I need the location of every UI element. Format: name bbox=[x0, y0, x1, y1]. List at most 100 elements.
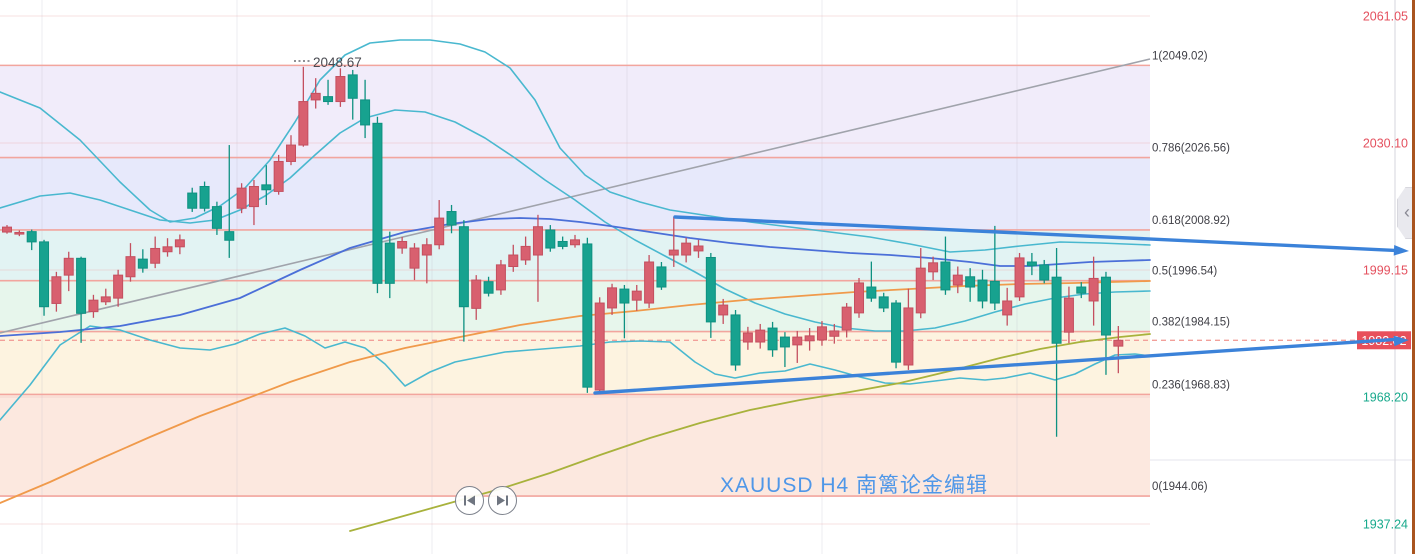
candle-body bbox=[594, 302, 605, 391]
candle bbox=[532, 214, 543, 302]
candle bbox=[755, 323, 766, 349]
candle bbox=[174, 234, 185, 255]
candle-body bbox=[273, 160, 284, 192]
candle bbox=[51, 271, 62, 312]
fib-level-label: 0.618(2008.92) bbox=[1152, 215, 1230, 227]
gray-trendline bbox=[0, 58, 1151, 334]
skip-to-end-button[interactable] bbox=[488, 486, 517, 515]
candle bbox=[804, 328, 815, 351]
candle-body bbox=[718, 304, 729, 316]
candle bbox=[446, 204, 457, 234]
candle-body bbox=[644, 261, 655, 304]
y-axis-label: 2061.05 bbox=[1363, 9, 1408, 23]
candle bbox=[520, 236, 531, 265]
candle-body bbox=[742, 332, 753, 343]
candle bbox=[594, 297, 605, 395]
candle bbox=[841, 303, 852, 338]
candle bbox=[854, 278, 865, 318]
candle bbox=[977, 269, 988, 309]
candle-body bbox=[915, 267, 926, 314]
candle bbox=[384, 231, 395, 299]
skip-to-start-button[interactable] bbox=[455, 486, 484, 515]
candle bbox=[63, 251, 74, 292]
candle-body bbox=[631, 290, 642, 301]
candle bbox=[2, 225, 12, 234]
candle bbox=[409, 243, 420, 281]
wedge-lower-arrow bbox=[593, 337, 1397, 395]
candle bbox=[1039, 259, 1050, 284]
candle-body bbox=[174, 239, 185, 248]
candle-body bbox=[248, 185, 259, 208]
candle-body bbox=[1063, 297, 1074, 333]
candle-body bbox=[668, 249, 679, 256]
candle-body bbox=[187, 192, 198, 209]
fib-level-label: 0.786(2026.56) bbox=[1152, 143, 1230, 155]
candle bbox=[1113, 326, 1124, 374]
candle bbox=[779, 332, 790, 368]
candle-body bbox=[681, 242, 692, 256]
candle bbox=[829, 323, 840, 344]
candle-body bbox=[458, 226, 469, 308]
candle-body bbox=[63, 257, 74, 276]
candle bbox=[644, 255, 655, 308]
candle-body bbox=[323, 96, 334, 103]
candle-body bbox=[384, 242, 395, 284]
candle bbox=[211, 201, 222, 235]
y-axis-label: 1937.24 bbox=[1363, 518, 1408, 532]
candle bbox=[483, 276, 494, 297]
candle bbox=[989, 225, 1000, 311]
candle bbox=[1088, 256, 1099, 326]
candle-body bbox=[483, 281, 494, 294]
candle bbox=[1026, 252, 1037, 276]
candle-body bbox=[261, 184, 272, 191]
candle-body bbox=[656, 266, 667, 288]
candle-body bbox=[1039, 264, 1050, 281]
candle-body bbox=[891, 302, 902, 363]
candle-body bbox=[928, 262, 939, 273]
candle-body bbox=[693, 245, 704, 252]
candle bbox=[150, 236, 161, 269]
candle bbox=[656, 261, 667, 290]
candle-body bbox=[557, 240, 568, 247]
candle-body bbox=[878, 296, 889, 309]
candle bbox=[39, 239, 50, 316]
candle bbox=[14, 230, 25, 237]
candle-body bbox=[545, 229, 556, 249]
candle-body bbox=[286, 144, 297, 162]
candle-body bbox=[730, 314, 741, 366]
candle bbox=[1076, 282, 1087, 299]
wedge-upper-arrow-head bbox=[1393, 245, 1409, 256]
candle bbox=[458, 220, 469, 342]
ma-orange bbox=[0, 280, 1151, 504]
candle-body bbox=[51, 276, 62, 304]
candle-body bbox=[1002, 300, 1013, 316]
candle bbox=[878, 292, 889, 313]
bollinger-upper bbox=[0, 39, 1151, 253]
candle bbox=[557, 236, 568, 250]
candle bbox=[718, 298, 729, 324]
candle-body bbox=[520, 245, 531, 261]
candle bbox=[742, 326, 753, 350]
collapse-panel-tab[interactable]: ‹ bbox=[1397, 187, 1415, 239]
candle bbox=[113, 269, 124, 307]
candle bbox=[619, 284, 630, 339]
bollinger-middle bbox=[0, 109, 1151, 332]
candle bbox=[248, 179, 259, 226]
candle bbox=[681, 237, 692, 263]
candle-body bbox=[854, 282, 865, 314]
candle bbox=[730, 310, 741, 371]
candle bbox=[570, 234, 581, 248]
fib-level-label: 0.382(1984.15) bbox=[1152, 317, 1230, 329]
candle bbox=[545, 225, 556, 252]
wedge-upper-arrow bbox=[673, 215, 1397, 253]
candle-body bbox=[977, 279, 988, 302]
fib-level-label: 0.236(1968.83) bbox=[1152, 379, 1230, 391]
candle bbox=[273, 154, 284, 195]
candle-body bbox=[903, 307, 914, 366]
candle bbox=[792, 330, 803, 363]
candle-body bbox=[335, 76, 346, 103]
candle-body bbox=[829, 330, 840, 337]
candle-body bbox=[2, 226, 12, 233]
candle bbox=[310, 78, 321, 109]
